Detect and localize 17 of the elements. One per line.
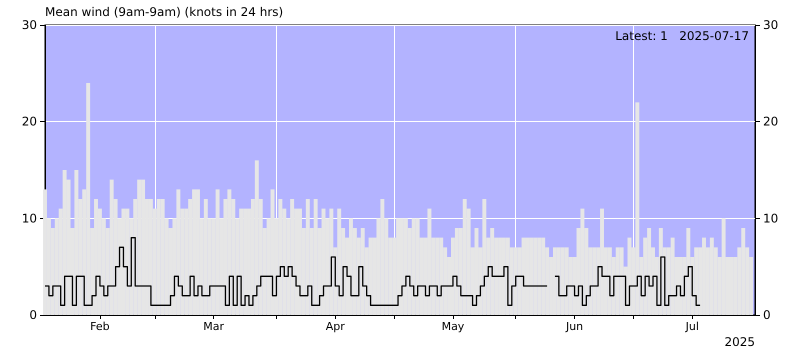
y-tick-label: 10 — [22, 211, 37, 226]
x-tick-label: Feb — [90, 320, 110, 333]
chart-title: Mean wind (9am-9am) (knots in 24 hrs) — [45, 5, 284, 19]
annotation: Latest: 1 2025-07-17 — [615, 29, 750, 43]
y2-tick-label: 0 — [763, 308, 771, 322]
y-tick-label: 30 — [22, 18, 37, 32]
x-tick-label: Mar — [203, 320, 225, 333]
x-tick-label: Jun — [564, 320, 584, 333]
x-tick-label: Apr — [326, 320, 346, 333]
x-tick-label: May — [442, 320, 465, 333]
y2-tick-label: 30 — [763, 18, 778, 32]
y-tick-label: 0 — [29, 308, 37, 322]
x-tick-label: Jul — [684, 320, 699, 333]
y-tick-label: 20 — [22, 114, 37, 129]
x-axis-title: 2025 — [724, 335, 756, 349]
y2-tick-label: 20 — [763, 114, 778, 129]
y2-tick-label: 10 — [763, 211, 778, 226]
